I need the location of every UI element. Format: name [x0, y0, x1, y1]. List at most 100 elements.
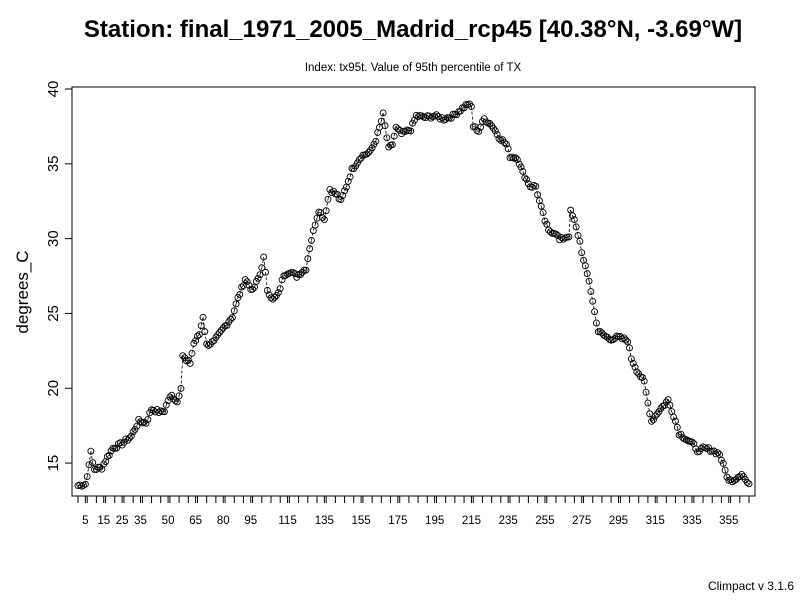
x-tick-label: 155 [352, 515, 371, 527]
data-point [495, 135, 503, 143]
series-segment [233, 303, 237, 311]
data-point [177, 385, 185, 392]
data-point [622, 336, 630, 344]
data-point [475, 128, 483, 135]
data-point [486, 120, 494, 127]
data-point [105, 451, 113, 459]
data-point [260, 253, 268, 261]
series-segment [594, 311, 597, 324]
x-tick-label: 295 [609, 515, 628, 527]
series-segment [568, 210, 572, 237]
series-segment [645, 392, 649, 404]
data-point [271, 293, 279, 301]
data-point [638, 374, 646, 381]
data-point [282, 271, 290, 279]
data-point [660, 402, 668, 409]
data-point [436, 115, 444, 123]
data-point [89, 459, 97, 467]
data-point [230, 307, 238, 315]
data-point [116, 439, 124, 447]
series-segment [579, 241, 583, 253]
data-point [537, 202, 545, 210]
series-segment [138, 419, 141, 422]
x-tick-label: 255 [535, 515, 554, 527]
footer-credit: Climpact v 3.1.6 [707, 579, 794, 593]
data-point [346, 173, 354, 181]
data-point [339, 191, 347, 199]
series-segment [493, 128, 496, 132]
x-tick-label: 235 [499, 515, 518, 527]
data-point [620, 334, 628, 342]
data-point [208, 338, 216, 346]
data-point [721, 466, 729, 474]
data-point [418, 112, 426, 120]
x-tick-label: 275 [572, 515, 591, 527]
series-segment [665, 399, 669, 403]
data-point [572, 223, 580, 231]
series-segment [496, 134, 500, 139]
series-segment [678, 433, 682, 436]
series-segment [336, 194, 340, 199]
series-segment [232, 310, 235, 318]
data-point [697, 445, 705, 452]
series-segment [327, 189, 331, 200]
data-point [491, 127, 499, 135]
data-point [431, 112, 439, 120]
data-point [504, 145, 512, 153]
data-point [120, 438, 128, 446]
data-point [85, 461, 93, 469]
series-segment [235, 297, 239, 304]
data-point [131, 426, 139, 433]
data-point [649, 416, 657, 424]
data-point [216, 328, 224, 336]
data-point [365, 149, 372, 157]
data-point [558, 234, 565, 241]
data-point [569, 212, 576, 220]
data-point [122, 435, 130, 443]
x-tick-label: 50 [162, 515, 175, 527]
data-point [644, 399, 652, 407]
series-segment [116, 443, 119, 449]
data-point [219, 324, 227, 332]
series-segment [346, 181, 349, 188]
series-segment [358, 157, 362, 161]
series-segment [629, 347, 632, 359]
data-point [714, 449, 722, 457]
data-point [673, 423, 681, 431]
series-segment [458, 110, 461, 113]
series-segment [197, 334, 200, 337]
data-point [642, 388, 650, 396]
data-point [587, 288, 595, 296]
data-point [410, 116, 418, 124]
x-tick-label: 95 [244, 515, 257, 527]
data-point [745, 480, 753, 488]
data-point [447, 114, 455, 122]
data-point [355, 156, 363, 164]
series-segment [577, 235, 581, 242]
data-point [736, 473, 744, 481]
x-tick-label: 80 [217, 515, 230, 527]
data-point [175, 392, 183, 400]
data-point [83, 473, 91, 480]
series-segment [180, 355, 184, 389]
series-segment [542, 212, 546, 222]
data-point [313, 214, 321, 222]
data-point [565, 233, 573, 241]
data-point [425, 112, 433, 120]
series-segment [504, 142, 507, 145]
series-segment [410, 123, 413, 132]
series-segment [198, 325, 202, 335]
data-point [223, 321, 231, 329]
data-point [482, 118, 490, 126]
data-point [467, 103, 475, 111]
series-segment [719, 454, 722, 461]
series-segment [627, 341, 630, 349]
data-point [519, 168, 527, 175]
series-segment [241, 285, 244, 288]
series-segment [724, 470, 728, 478]
data-point [633, 368, 641, 376]
data-point [502, 140, 510, 148]
data-point [534, 191, 542, 199]
data-point [287, 269, 295, 276]
series-segment [164, 404, 167, 412]
